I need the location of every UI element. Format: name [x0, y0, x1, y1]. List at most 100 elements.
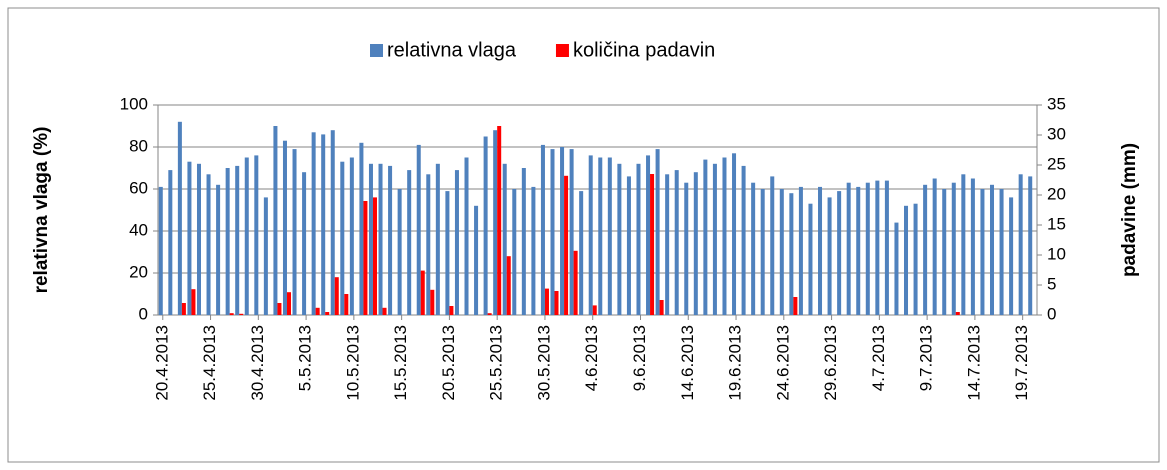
bar	[191, 289, 196, 315]
bar	[837, 191, 842, 315]
bar	[617, 163, 622, 315]
bar	[378, 163, 383, 315]
bar	[732, 153, 737, 315]
bar	[464, 157, 469, 315]
bar	[636, 163, 641, 315]
bar	[177, 121, 182, 315]
bar	[372, 197, 377, 315]
bar	[751, 182, 756, 315]
bar	[550, 149, 555, 315]
bar	[239, 313, 244, 315]
bar	[923, 184, 928, 315]
bar	[932, 178, 937, 315]
bar	[1018, 174, 1023, 315]
bar	[598, 157, 603, 315]
x-tick-label: 25.4.2013	[200, 325, 219, 401]
bar	[646, 155, 651, 315]
legend-label: relativna vlaga	[387, 39, 517, 61]
bar	[334, 277, 339, 315]
bar	[349, 157, 354, 315]
bar	[311, 132, 316, 315]
legend-swatch	[370, 44, 383, 57]
x-tick-label: 10.5.2013	[343, 325, 362, 401]
bar	[827, 197, 832, 315]
bar	[913, 203, 918, 315]
bar	[875, 180, 880, 315]
bar	[722, 157, 727, 315]
y2-tick-label: 35	[1047, 94, 1066, 113]
bar	[569, 149, 574, 315]
x-tick-label: 19.6.2013	[726, 325, 745, 401]
bar	[206, 174, 211, 315]
bar	[793, 297, 798, 315]
bar	[286, 292, 291, 315]
bar	[388, 165, 393, 315]
bar	[168, 170, 173, 315]
bar	[989, 184, 995, 315]
x-tick-label: 20.5.2013	[439, 325, 458, 401]
bar	[368, 163, 373, 315]
bar	[655, 149, 660, 315]
x-tick-label: 5.5.2013	[296, 325, 315, 391]
bar	[540, 144, 545, 315]
y-tick-label: 40	[129, 220, 148, 239]
bar	[407, 170, 412, 315]
bar	[659, 300, 664, 315]
bar	[712, 163, 717, 315]
bar	[684, 182, 689, 315]
bar	[325, 312, 330, 315]
y-tick-label: 60	[129, 178, 148, 197]
bar	[502, 163, 507, 315]
x-tick-label: 30.5.2013	[534, 325, 553, 401]
y-tick-label: 20	[129, 262, 148, 281]
x-tick-label: 24.6.2013	[773, 325, 792, 401]
bar	[196, 163, 201, 315]
bar	[449, 306, 454, 315]
bar	[779, 189, 784, 315]
legend-label: količina padavin	[573, 39, 715, 61]
bar	[564, 175, 569, 315]
bar	[229, 313, 234, 315]
bar	[292, 149, 297, 315]
bar	[330, 130, 335, 315]
bar	[741, 165, 746, 315]
x-tick-label: 30.4.2013	[248, 325, 267, 401]
bar	[970, 178, 975, 315]
bar	[315, 307, 320, 315]
bar	[359, 142, 364, 315]
bar	[493, 130, 498, 315]
x-tick-label: 4.7.2013	[869, 325, 888, 391]
bar	[955, 312, 960, 315]
bar	[426, 174, 431, 315]
bar	[544, 288, 549, 315]
bar	[865, 182, 870, 315]
bar	[273, 126, 278, 315]
bar	[573, 250, 578, 315]
y2-tick-label: 0	[1047, 304, 1056, 323]
bar	[1028, 176, 1033, 315]
x-tick-label: 14.7.2013	[964, 325, 983, 401]
bar	[693, 172, 698, 315]
bar	[856, 186, 861, 315]
x-tick-label: 29.6.2013	[821, 325, 840, 401]
bar	[607, 157, 612, 315]
bar	[497, 126, 502, 315]
y-tick-label: 80	[129, 136, 148, 155]
bar	[474, 205, 479, 315]
x-tick-label: 14.6.2013	[678, 325, 697, 401]
bar	[760, 189, 765, 315]
bar	[808, 203, 813, 315]
y2-tick-label: 30	[1047, 124, 1066, 143]
bar	[665, 174, 670, 315]
bar	[884, 180, 889, 315]
bar	[980, 189, 985, 315]
bar	[961, 174, 966, 315]
bar	[302, 172, 307, 315]
bar	[531, 186, 536, 315]
bar	[674, 170, 679, 315]
bar	[521, 168, 526, 315]
bar	[321, 134, 326, 315]
bar	[1009, 197, 1014, 315]
bar	[420, 270, 425, 315]
